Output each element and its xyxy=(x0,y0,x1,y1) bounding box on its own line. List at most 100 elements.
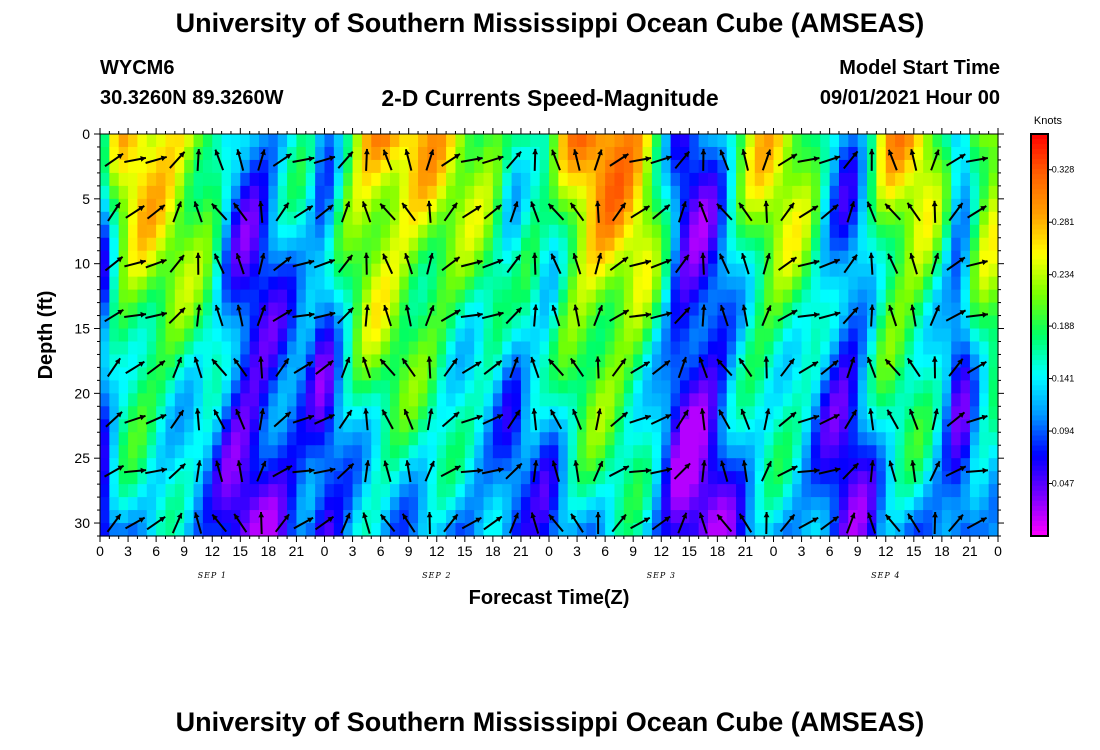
heat-cell xyxy=(418,354,428,369)
heat-cell xyxy=(633,237,644,252)
vector-head xyxy=(766,305,772,312)
current-vector xyxy=(630,360,651,374)
colorbar-segment xyxy=(1031,239,1048,246)
current-vector xyxy=(172,201,182,223)
heat-cell xyxy=(923,289,934,304)
heat-cell xyxy=(202,445,213,459)
heat-cell xyxy=(249,432,260,446)
current-vector xyxy=(820,515,840,531)
heat-cell xyxy=(100,354,110,369)
heat-cell xyxy=(577,380,588,394)
heat-cell xyxy=(689,302,700,317)
heat-cell xyxy=(754,302,765,317)
vector-head xyxy=(233,203,240,209)
heat-cell xyxy=(708,146,718,161)
heat-cell xyxy=(642,315,653,330)
current-vector xyxy=(531,408,538,431)
current-vector xyxy=(948,513,964,533)
heat-cell xyxy=(792,134,803,148)
current-vector xyxy=(651,359,671,375)
heat-cell xyxy=(820,185,831,200)
heat-cell xyxy=(904,484,915,498)
heat-cell xyxy=(913,328,924,343)
heat-cell xyxy=(549,276,559,291)
heat-cell xyxy=(109,198,120,213)
colorbar-segment xyxy=(1031,460,1048,467)
vector-head xyxy=(834,467,841,473)
current-vector xyxy=(549,409,563,430)
vector-head xyxy=(234,513,240,520)
current-vector xyxy=(509,356,519,379)
heat-cell xyxy=(436,276,447,291)
heat-cell xyxy=(352,276,363,291)
current-vector xyxy=(193,512,203,534)
heat-cell xyxy=(838,146,849,161)
heat-cell xyxy=(202,432,213,446)
heat-cell xyxy=(399,185,410,200)
heat-cell xyxy=(137,458,148,472)
heat-cell xyxy=(343,328,354,343)
heat-cell xyxy=(221,484,232,498)
heat-cell xyxy=(202,250,213,265)
vector-head xyxy=(851,409,857,416)
heat-cell xyxy=(137,471,148,485)
heat-cell xyxy=(614,315,625,330)
heat-cell xyxy=(810,172,821,187)
heat-cell xyxy=(932,471,943,485)
heat-cell xyxy=(698,471,709,485)
heat-cell xyxy=(184,445,195,459)
heat-cell xyxy=(754,458,765,472)
vector-head xyxy=(495,360,502,367)
heat-cell xyxy=(380,432,391,446)
current-vector xyxy=(965,467,988,474)
x-tick-label: 21 xyxy=(962,543,978,559)
heat-cell xyxy=(408,146,419,161)
vector-head xyxy=(327,360,334,367)
current-vector xyxy=(340,512,351,534)
heat-cell xyxy=(202,263,213,278)
x-tick-label: 3 xyxy=(573,543,581,559)
heat-cell xyxy=(708,419,718,433)
current-vector xyxy=(313,311,336,320)
heat-cell xyxy=(502,458,513,472)
heat-cell xyxy=(128,172,139,187)
heat-cell xyxy=(315,302,326,317)
vector-head xyxy=(700,252,706,259)
vector-head xyxy=(382,149,389,156)
current-vector xyxy=(550,253,562,275)
heat-cell xyxy=(502,185,513,200)
heat-cell xyxy=(623,237,634,252)
heat-cell xyxy=(249,172,260,187)
heat-cell xyxy=(941,211,952,226)
vector-head xyxy=(114,202,121,209)
vector-head xyxy=(684,463,691,470)
heat-cell xyxy=(885,134,896,148)
heat-cell xyxy=(128,198,139,213)
heat-cell xyxy=(745,159,756,174)
heat-cell xyxy=(810,211,821,226)
heat-cell xyxy=(361,289,372,304)
current-vector xyxy=(611,202,627,222)
heat-cell xyxy=(305,523,316,537)
vector-head xyxy=(910,460,916,466)
heat-cell xyxy=(436,250,447,265)
heat-cell xyxy=(651,354,662,369)
heat-cell xyxy=(670,276,681,291)
heat-cell xyxy=(792,172,803,187)
heat-cell xyxy=(305,263,316,278)
heat-cell xyxy=(801,263,812,278)
heat-cell xyxy=(240,497,251,511)
current-vector xyxy=(551,149,561,171)
vector-head xyxy=(621,412,628,418)
heat-cell xyxy=(661,380,672,394)
heat-cell xyxy=(212,393,223,407)
heat-cell xyxy=(913,289,924,304)
heat-cell xyxy=(838,172,849,187)
current-vector xyxy=(677,200,687,223)
heat-cell xyxy=(268,367,279,381)
heat-cell xyxy=(857,134,868,148)
heat-cell xyxy=(829,445,840,459)
vector-head xyxy=(764,408,771,415)
heat-cell xyxy=(474,172,485,187)
heat-cell xyxy=(988,250,999,265)
